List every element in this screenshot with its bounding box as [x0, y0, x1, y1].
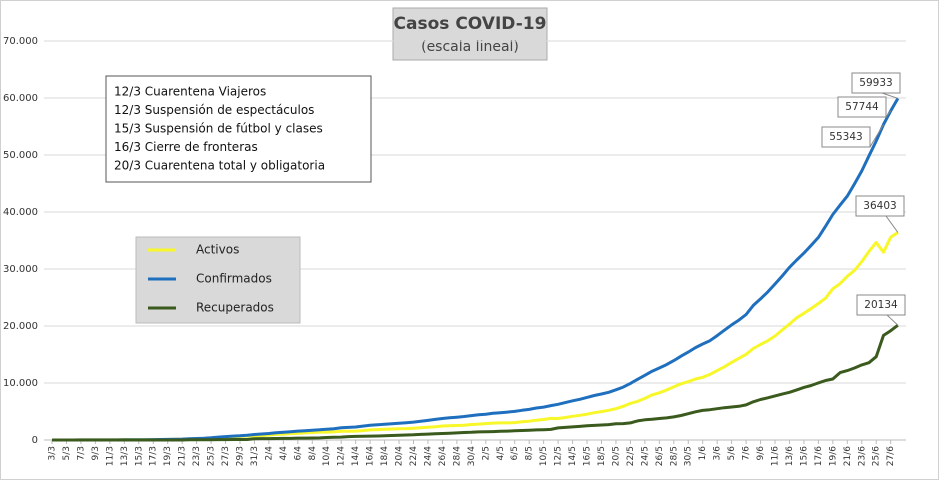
legend-label: Activos	[196, 243, 239, 257]
x-tick-label: 18/4	[380, 446, 390, 466]
callout-leader	[885, 215, 899, 233]
x-tick-label: 15/6	[799, 446, 809, 466]
x-tick-label: 22/4	[409, 446, 419, 466]
x-tick-label: 14/4	[351, 446, 361, 466]
legend-label: Confirmados	[196, 272, 272, 286]
x-tick-label: 27/6	[886, 446, 896, 466]
data-label: 20134	[864, 299, 898, 311]
x-tick-label: 5/3	[62, 446, 72, 460]
x-tick-label: 13/6	[785, 446, 795, 466]
x-tick-label: 10/5	[539, 446, 549, 466]
x-tick-label: 3/3	[48, 446, 58, 460]
annotation-text: 20/3 Cuarentena total y obligatoria	[114, 159, 325, 173]
x-tick-label: 21/3	[178, 446, 188, 466]
chart-subtitle: (escala lineal)	[421, 39, 519, 55]
x-tick-label: 3/6	[713, 446, 723, 461]
callout-leader	[885, 110, 892, 118]
x-tick-label: 14/5	[568, 446, 578, 466]
y-tick-label: 0	[32, 435, 38, 446]
callout-box	[856, 294, 906, 316]
chart-title: Casos COVID-19	[394, 14, 547, 34]
x-tick-label: 11/6	[771, 446, 781, 466]
series-line	[52, 324, 899, 442]
annotation-text: 12/3 Cuarentena Viajeros	[114, 85, 266, 99]
x-tick-label: 9/6	[756, 446, 766, 461]
y-tick-label: 60.000	[3, 93, 38, 104]
data-label: 36403	[863, 200, 896, 212]
callout-leader	[886, 314, 899, 326]
x-tick-label: 17/6	[814, 446, 824, 466]
x-tick-label: 21/6	[843, 446, 853, 466]
x-tick-label: 4/4	[279, 446, 289, 461]
x-tick-label: 22/5	[626, 446, 636, 466]
x-tick-label: 15/3	[134, 446, 144, 466]
callout-box	[855, 195, 905, 217]
x-tick-label: 23/6	[857, 446, 867, 466]
x-tick-label: 12/5	[554, 446, 564, 466]
x-tick-label: 29/3	[235, 446, 245, 466]
x-tick-label: 27/3	[221, 446, 231, 466]
data-label: 57744	[845, 101, 879, 113]
data-label: 55343	[829, 131, 862, 143]
y-tick-label: 20.000	[3, 321, 38, 332]
annotation-text: 12/3 Suspensión de espectáculos	[114, 103, 314, 117]
y-tick-label: 30.000	[3, 264, 38, 275]
title-box	[392, 7, 548, 61]
x-tick-label: 28/4	[452, 446, 462, 466]
x-tick-label: 16/4	[366, 446, 376, 466]
x-tick-label: 2/4	[264, 446, 274, 461]
callout-box	[821, 126, 871, 148]
x-tick-label: 17/3	[149, 446, 159, 466]
y-tick-label: 10.000	[3, 378, 38, 389]
x-tick-label: 31/3	[250, 446, 260, 466]
x-tick-label: 23/3	[192, 446, 202, 466]
x-tick-label: 2/5	[481, 446, 491, 460]
x-tick-label: 11/3	[105, 446, 115, 466]
x-tick-label: 7/6	[742, 446, 752, 461]
callout-box	[851, 72, 901, 94]
x-tick-label: 4/5	[496, 446, 506, 460]
x-tick-label: 6/5	[510, 446, 520, 460]
x-tick-label: 5/6	[727, 446, 737, 461]
x-tick-label: 24/5	[640, 446, 650, 466]
x-tick-label: 6/4	[293, 446, 303, 461]
x-tick-label: 20/4	[395, 446, 405, 466]
x-tick-label: 18/5	[597, 446, 607, 466]
y-tick-label: 40.000	[3, 207, 38, 218]
x-tick-label: 10/4	[322, 446, 332, 466]
x-tick-label: 25/6	[872, 446, 882, 466]
y-tick-label: 70.000	[3, 36, 38, 47]
x-tick-label: 8/5	[525, 446, 535, 460]
x-tick-label: 12/4	[337, 446, 347, 466]
data-label: 59933	[859, 77, 892, 89]
x-tick-label: 28/5	[669, 446, 679, 466]
x-tick-label: 30/4	[467, 446, 477, 466]
callout-box	[837, 96, 887, 118]
x-tick-label: 13/3	[120, 446, 130, 466]
annotation-text: 16/3 Cierre de fronteras	[114, 140, 258, 154]
x-tick-label: 1/6	[698, 446, 708, 461]
annotation-text: 15/3 Suspensión de fútbol y clases	[114, 122, 323, 136]
x-tick-label: 26/4	[438, 446, 448, 466]
x-tick-label: 20/5	[611, 446, 621, 466]
legend-label: Recuperados	[196, 301, 274, 315]
callout-leader	[869, 124, 884, 148]
x-tick-label: 19/6	[828, 446, 838, 466]
x-tick-label: 30/5	[684, 446, 694, 466]
x-tick-label: 19/3	[163, 446, 173, 466]
x-tick-label: 9/3	[91, 446, 101, 460]
x-tick-label: 25/3	[207, 446, 217, 466]
callout-leader	[881, 92, 899, 99]
x-tick-label: 16/5	[583, 446, 593, 466]
x-tick-label: 7/3	[76, 446, 86, 460]
x-tick-label: 26/5	[655, 446, 665, 466]
x-tick-label: 8/4	[308, 446, 318, 461]
y-tick-label: 50.000	[3, 150, 38, 161]
x-tick-label: 24/4	[423, 446, 433, 466]
annotation-box	[105, 75, 372, 183]
